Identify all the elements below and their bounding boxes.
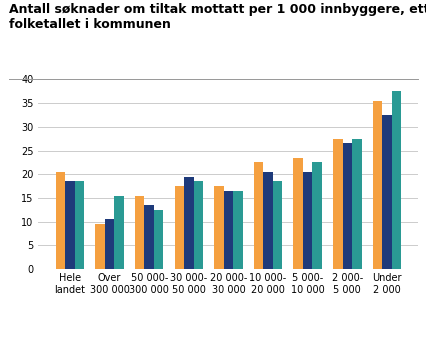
Bar: [372, 101, 381, 269]
Bar: [381, 115, 391, 269]
Bar: [293, 158, 302, 269]
Bar: [332, 139, 342, 269]
Bar: [184, 177, 193, 269]
Bar: [263, 172, 272, 269]
Bar: [312, 162, 321, 269]
Bar: [302, 172, 312, 269]
Bar: [253, 162, 263, 269]
Text: Antall søknader om tiltak mottatt per 1 000 innbyggere, etter
folketallet i komm: Antall søknader om tiltak mottatt per 1 …: [9, 3, 426, 31]
Bar: [144, 205, 154, 269]
Bar: [223, 191, 233, 269]
Bar: [351, 139, 361, 269]
Bar: [95, 224, 105, 269]
Bar: [193, 181, 203, 269]
Bar: [135, 196, 144, 269]
Bar: [65, 181, 75, 269]
Bar: [174, 186, 184, 269]
Bar: [214, 186, 223, 269]
Bar: [233, 191, 242, 269]
Bar: [55, 172, 65, 269]
Bar: [391, 91, 400, 269]
Bar: [154, 210, 163, 269]
Bar: [105, 219, 114, 269]
Bar: [75, 181, 84, 269]
Bar: [342, 144, 351, 269]
Bar: [272, 181, 282, 269]
Bar: [114, 196, 124, 269]
